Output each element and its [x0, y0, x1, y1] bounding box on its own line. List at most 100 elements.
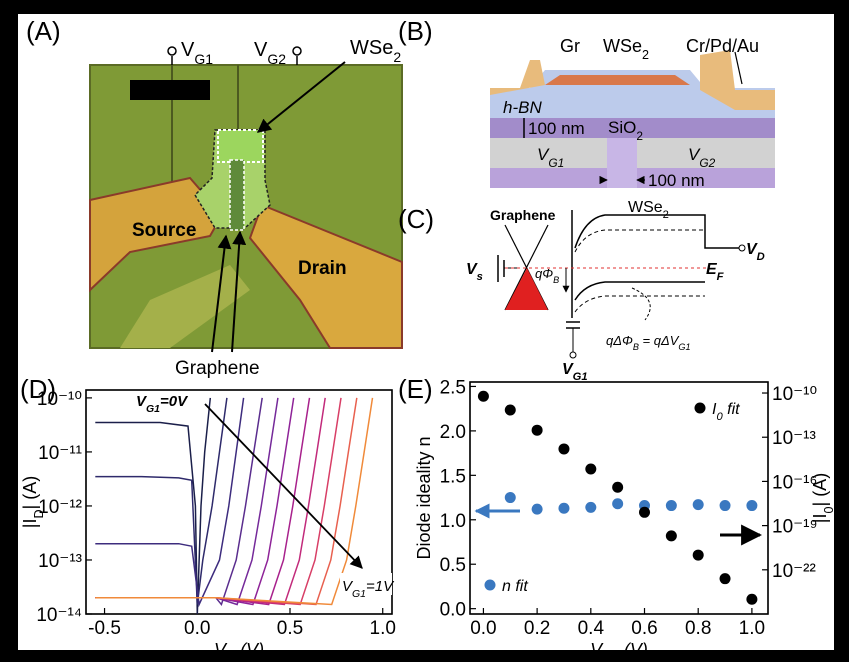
- x-tick-label: -0.5: [88, 618, 121, 639]
- y-tick-label: 10⁻¹⁰: [37, 389, 82, 410]
- point: [719, 500, 731, 512]
- y2-tick-label: 10⁻¹⁶: [772, 472, 817, 493]
- y-tick-label: 0.0: [440, 600, 466, 621]
- text-run: qΔΦ: [606, 333, 633, 348]
- gate-label: VG2: [254, 39, 286, 67]
- point: [612, 481, 624, 493]
- subscript: G1: [678, 342, 690, 352]
- text-run: V: [254, 39, 268, 61]
- subscript: G1: [194, 51, 213, 67]
- panel-label: (E): [398, 374, 433, 404]
- point: [665, 500, 677, 512]
- material-label: Graphene: [175, 358, 260, 379]
- panel-label: (A): [26, 16, 61, 46]
- terminal-label: VD: [746, 241, 765, 263]
- terminal-label: VG1: [562, 361, 588, 383]
- subscript: B: [633, 342, 639, 352]
- subscript: G2: [699, 156, 715, 170]
- legend-marker: [484, 579, 496, 591]
- subscript: 2: [393, 49, 401, 65]
- y2-tick-label: 10⁻¹³: [772, 428, 816, 449]
- dimension-label: 100 nm: [648, 171, 705, 190]
- x-tick-label: 0.0: [184, 618, 210, 639]
- subscript: D: [32, 509, 46, 518]
- text-run: (V): [619, 640, 648, 660]
- annotation-arrow: [204, 403, 363, 569]
- point: [504, 492, 516, 504]
- text-run: V: [214, 640, 228, 660]
- shift-label: qΔΦB = qΔVG1: [606, 333, 691, 352]
- text-run: | (A): [20, 476, 40, 510]
- text-run: WSe: [628, 199, 663, 216]
- text-run: = qΔV: [639, 333, 680, 348]
- subscript: 2: [642, 48, 649, 62]
- y-tick-label: 1.5: [440, 466, 466, 487]
- point: [719, 573, 731, 585]
- material-label: WSe2: [628, 199, 669, 221]
- subscript: D: [226, 652, 235, 662]
- subscript: D: [757, 251, 765, 263]
- point: [692, 499, 704, 511]
- subscript: 0: [822, 506, 836, 513]
- text-run: WSe: [603, 36, 642, 56]
- text-run: V: [136, 393, 148, 410]
- subscript: B: [553, 275, 559, 285]
- y2-tick-label: 10⁻¹⁰: [772, 384, 817, 405]
- plot-area: [469, 381, 769, 615]
- subscript: G1: [146, 403, 160, 415]
- text-run: V: [746, 241, 758, 258]
- text-run: V: [342, 578, 354, 595]
- point: [558, 502, 570, 514]
- material-label: WSe2: [350, 37, 401, 65]
- point: [665, 530, 677, 542]
- subscript: G1: [352, 588, 366, 600]
- material-label: Graphene: [490, 207, 556, 223]
- text-run: I: [712, 401, 717, 418]
- annotation: VG1=1V: [342, 578, 395, 600]
- x-tick-label: 0.2: [524, 618, 550, 639]
- point: [639, 506, 651, 518]
- curve: [95, 397, 374, 606]
- text-run: V: [562, 361, 574, 378]
- text-run: V: [590, 640, 604, 660]
- y-tick-label: 2.0: [440, 422, 466, 443]
- text-run: | (A): [810, 473, 830, 507]
- cross-section: [490, 50, 775, 188]
- x-tick-label: 1.0: [739, 618, 765, 639]
- point: [531, 424, 543, 436]
- dimension-label: 100 nm: [528, 119, 585, 138]
- subscript: 0: [716, 411, 723, 423]
- micrograph: [89, 46, 403, 353]
- text-run: V: [537, 145, 550, 164]
- x-tick-label: 0.5: [277, 618, 303, 639]
- y2-tick-label: 10⁻¹⁹: [772, 517, 818, 538]
- electrode-label: Source: [132, 220, 196, 241]
- text-run: =0V: [160, 393, 189, 410]
- subscript: 2: [663, 209, 669, 221]
- curve: [95, 397, 212, 615]
- text-run: WSe: [350, 37, 393, 59]
- plot-area: [85, 389, 393, 615]
- panel-label: (C): [398, 204, 434, 234]
- panel-label: (D): [20, 374, 56, 404]
- y-tick-label: 10⁻¹³: [38, 551, 82, 572]
- barrier-label: qΦB: [535, 266, 559, 285]
- layer-label: SiO2: [608, 118, 643, 143]
- gate-label: VG2: [688, 145, 716, 170]
- electrode-label: Drain: [298, 258, 347, 279]
- subscript: s: [477, 271, 483, 283]
- band-diagram: [497, 210, 746, 359]
- subscript: G1: [602, 652, 619, 662]
- gate-label: VG1: [181, 39, 213, 67]
- subscript: G2: [267, 51, 286, 67]
- subscript: F: [717, 271, 725, 283]
- layer-label: Cr/Pd/Au: [686, 36, 759, 56]
- annotation: VG1=0V: [136, 393, 189, 415]
- y-tick-label: 10⁻¹²: [38, 497, 82, 518]
- annotation-box: [340, 573, 392, 595]
- y-axis-label: Diode ideality n: [414, 436, 434, 559]
- point: [504, 404, 516, 416]
- y-axis-label: |ID| (A): [20, 476, 46, 528]
- layer-label: h-BN: [503, 98, 542, 117]
